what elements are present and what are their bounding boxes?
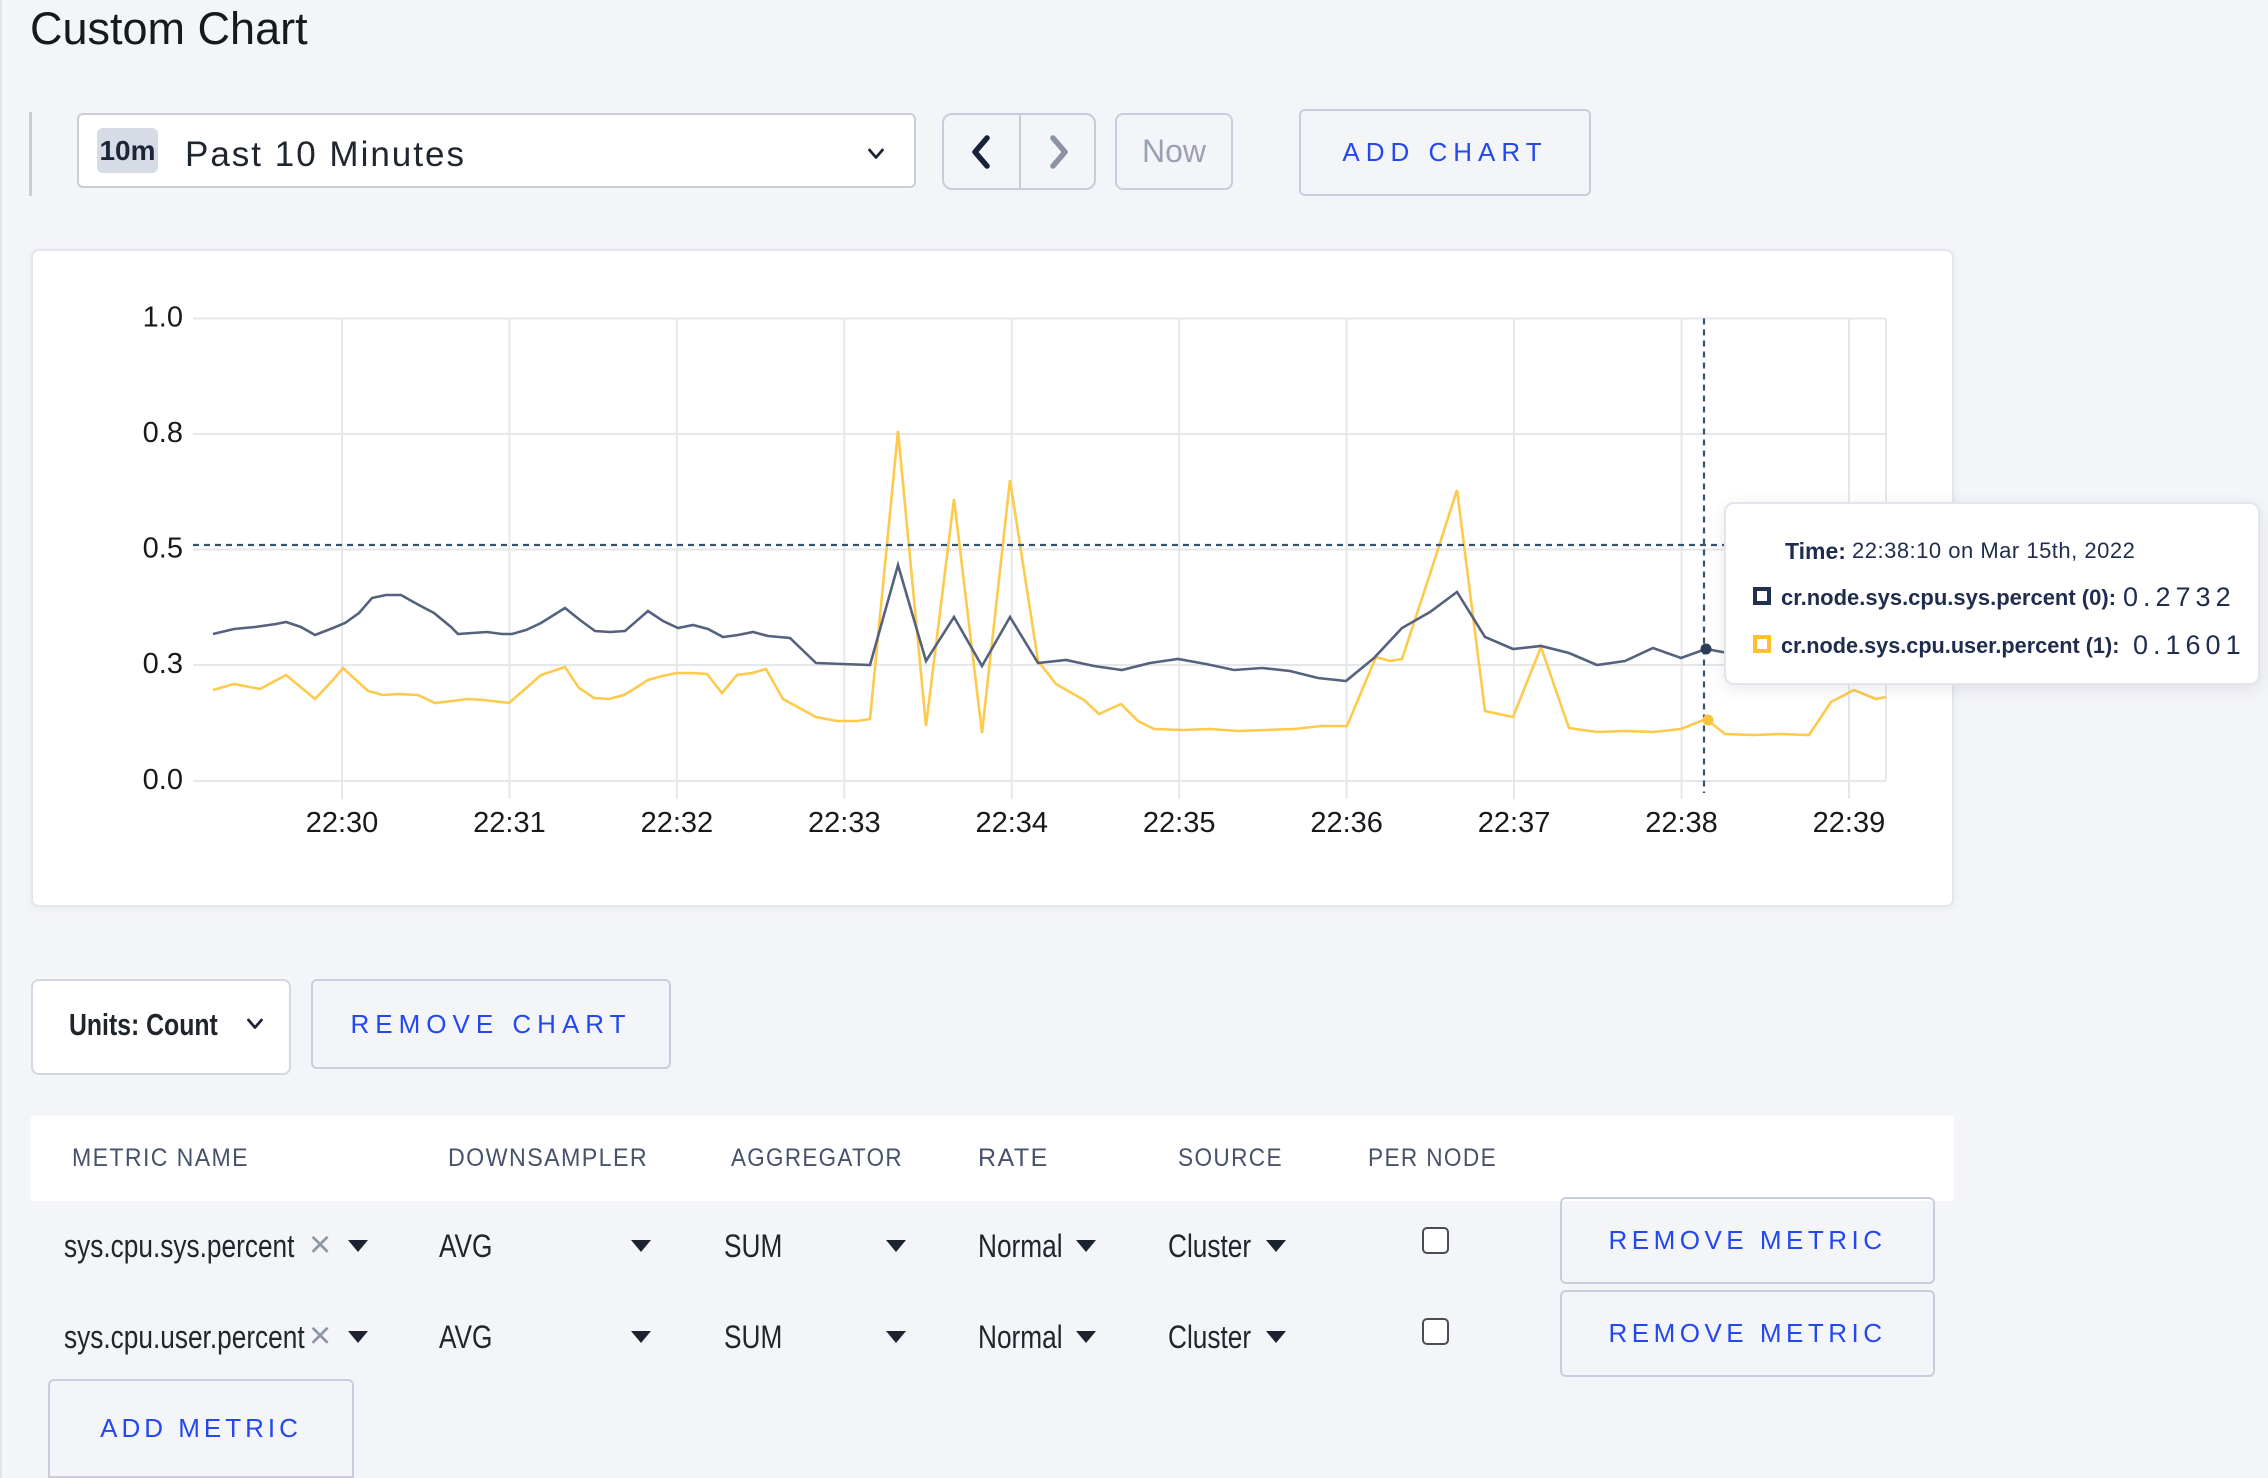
svg-text:22:39: 22:39 [1813,807,1886,839]
svg-text:22:38: 22:38 [1645,807,1718,839]
svg-text:22:35: 22:35 [1143,807,1216,839]
svg-text:0.5: 0.5 [143,533,183,565]
svg-text:22:31: 22:31 [473,807,546,839]
svg-text:22:34: 22:34 [975,807,1048,839]
svg-text:0.8: 0.8 [143,417,183,449]
svg-text:0.3: 0.3 [143,648,183,680]
svg-text:22:37: 22:37 [1478,807,1551,839]
svg-text:1.0: 1.0 [143,302,183,334]
svg-text:22:36: 22:36 [1310,807,1383,839]
svg-text:22:30: 22:30 [306,807,379,839]
svg-text:22:32: 22:32 [641,807,714,839]
svg-text:0.0: 0.0 [143,764,183,796]
svg-text:22:33: 22:33 [808,807,881,839]
